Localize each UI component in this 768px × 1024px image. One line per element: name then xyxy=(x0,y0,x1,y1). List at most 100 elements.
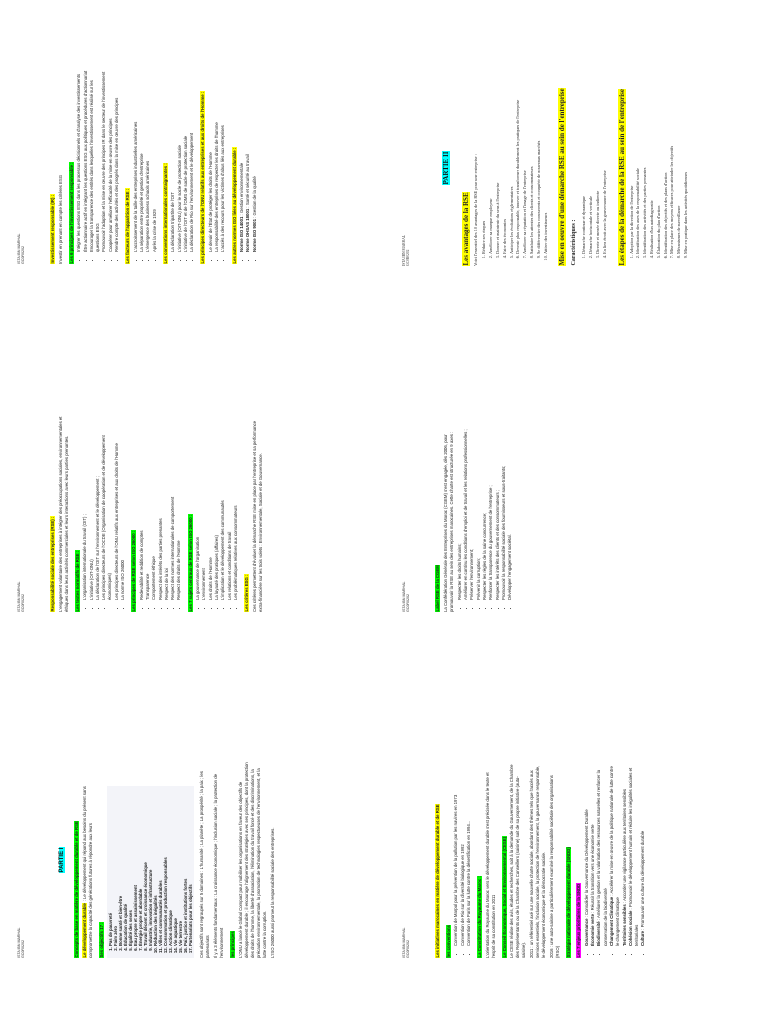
bullet-list: L'accroissement de la taille des entrepr… xyxy=(133,68,158,264)
bullet-list: Respecter les droits humains;Améliorer e… xyxy=(457,416,514,612)
header-line: GC0R0202 xyxy=(21,246,26,264)
heading-text: Les textes normatifs de RSE : xyxy=(74,550,80,612)
list-item: Faire des économies xyxy=(502,70,509,254)
section-heading: Concepts de base en matière de développe… xyxy=(74,762,80,958)
page-initiatives-marocaines: ISTA IBN MARHAL GC0R0202 Les initiatives m… xyxy=(400,760,745,960)
paragraph: 2011 : un référentiel axé sur une nouvel… xyxy=(529,762,547,958)
paragraph-text: Investir en prenant en compte les critèr… xyxy=(57,174,63,264)
bullet-list: La déclaration tripartite de l'OITL'init… xyxy=(170,68,195,264)
list-item: Développer l'engagement sociétal. xyxy=(507,416,513,600)
item-term: Cohésion sociale xyxy=(627,910,633,946)
item-text: : Réussir la transition vers une économi… xyxy=(590,824,596,914)
paragraph: Ces critères permettent d'évaluer la dém… xyxy=(252,416,264,612)
numbered-list: Pas de pauvretéFaim zéroBonne santé et b… xyxy=(107,786,195,958)
bullet-list: Redevabilité et reddition de comptesTran… xyxy=(139,416,183,612)
list-item: Être actionnaire actif en intégrant les … xyxy=(83,68,89,252)
item-term: Culture xyxy=(640,930,646,946)
section-heading: Les initiatives marocaines en matière de… xyxy=(435,762,441,958)
numbered-list: Démarche continue et dynamiqueDémarche h… xyxy=(581,70,608,266)
section-heading: Stratégie nationale de développement dur… xyxy=(565,762,571,958)
list-item: L'accès à des recours pour les victimes … xyxy=(220,68,226,252)
header-line: GC0R0202 xyxy=(21,594,26,612)
list-item: La déclaration de Rio sur l'environnemen… xyxy=(189,68,195,252)
paragraph: Voici l'essentiel des 10 avantages de la… xyxy=(473,70,479,266)
section-heading: Les principes directeurs de l'ONU relati… xyxy=(200,68,206,264)
item-text: : Gestion environnementale xyxy=(239,162,245,217)
bullet-list: Convention de Marpol pour la prévention … xyxy=(453,762,472,958)
header-line: GC0R0202 xyxy=(406,940,411,958)
header-line: GC0R0202 xyxy=(406,249,411,266)
paragraph: L'engagement volontaire des entreprises … xyxy=(58,416,70,613)
list-item: Biodiversité : Améliorer la gestion et l… xyxy=(596,762,609,946)
heading-text: Les avantages de la RSE xyxy=(462,191,471,266)
bullet-list: La gouvernance de l'organisationL'enviro… xyxy=(195,416,239,612)
heading-text: Les 6 principes de l'investissement resp… xyxy=(68,161,74,264)
term: Le développement durable xyxy=(81,902,87,958)
section-heading: Investissement responsable (IR) : xyxy=(50,68,56,264)
part-title: PARTIE I xyxy=(50,762,68,958)
item-term: Biodiversité xyxy=(596,921,602,946)
list-item: Élaboration du plan d'action xyxy=(656,70,663,254)
heading-text: les principes xyxy=(230,930,236,958)
list-item: Changement Climatique : Accélérer la mis… xyxy=(609,762,622,946)
page-label-cgem: ISTA IBN MARHAL GC0R0202 Label RSE de la C… xyxy=(400,414,745,614)
paragraph-text: Le CESE réalise des avis, études et rech… xyxy=(508,764,526,958)
item-text: : Santé et sécurité au travail xyxy=(245,154,251,209)
heading-text: Les autres normes ISO liées au développe… xyxy=(231,147,237,264)
list-item: Promouvoir l'adoption et la mise en œuvr… xyxy=(101,68,107,252)
list-item: La norme ISO 26000 xyxy=(120,416,126,600)
list-item: Identification des objectifs et des plan… xyxy=(663,70,670,254)
item-text: : Améliorer la gestion et la valorisatio… xyxy=(596,769,608,946)
heading-text: Stratégie nationale de développement dur… xyxy=(565,846,571,958)
page-header: ISTA IBN MARHAL GC0R0202 xyxy=(17,416,26,613)
list-item: Cohésion sociale : Promouvoir le dévelop… xyxy=(628,762,641,946)
heading-text: Responsabilité sociale des entreprises (… xyxy=(50,516,56,612)
section-heading: Les autres normes ISO liées au développe… xyxy=(231,68,237,264)
item-term: Norme OHSAS 18001 xyxy=(245,208,251,252)
paragraph-text: 2016 : une auto-saisine a particulièreme… xyxy=(548,775,560,958)
list-item: Satisfaire les attentes des clients et c… xyxy=(529,70,536,254)
section-heading: Les principes de RSE selon ISO 26000 : xyxy=(131,416,137,612)
list-item: Identification des activités et des part… xyxy=(642,70,649,254)
heading-text: Ses objectifs 17 : xyxy=(98,921,104,958)
section-heading: Les étapes de la démarche de la RSE au s… xyxy=(617,70,626,266)
list-item: Démarche horizontale et verticale xyxy=(588,70,595,254)
list-item: Les principes directeurs de l'OCDE (Orga… xyxy=(101,416,114,600)
heading-text: Label RSE de la CGEM xyxy=(435,564,441,612)
list-item: Rendre compte des activités et des progr… xyxy=(114,68,120,252)
page-header: ISTA IBN MARHAL GC0R0202 xyxy=(402,416,411,613)
list-item: Donner et maintenir du sens à l'entrepri… xyxy=(495,70,502,254)
list-item: En lien étroit avec la gouvernance de l'… xyxy=(602,70,609,254)
header-line: GC0R0202 xyxy=(21,940,26,958)
paragraph: L'orientation du Royaume du Maroc vers l… xyxy=(485,762,497,958)
header-line: GC0R0202 xyxy=(406,594,411,612)
section-heading: Mise en oeuvre d'une démarche RSE au sei… xyxy=(558,70,567,266)
part-title: PARTIE II xyxy=(435,70,453,266)
list-item: Adoption par la direction de l'entrepris… xyxy=(629,70,636,254)
page-header: ISTA IBN MARHAL GC0R0202 xyxy=(402,70,410,266)
page-header: ISTA IBN MARHAL GC0R0202 xyxy=(17,68,26,265)
section-heading: Les 7 enjeux prioritaires de la SNDD xyxy=(576,762,582,958)
heading-text: Les principes de RSE selon ISO 26000 : xyxy=(131,530,137,612)
paragraph: Investir en prenant en compte les critèr… xyxy=(58,68,64,264)
list-item: Partenariats pour les objectifs xyxy=(188,786,193,946)
list-item: Les problématiques relatives aux consomm… xyxy=(233,416,239,600)
section-heading: Caractéristiques : xyxy=(571,70,578,266)
paragraph-text: Il y a 3 éléments fondamentaux : La croi… xyxy=(213,773,225,958)
paragraph-text: L'ISO 26000 aussi promeut la responsabil… xyxy=(269,827,275,958)
list-item: Démarche continue et dynamique xyxy=(581,70,588,254)
paragraph-text: L'orientation du Royaume du Maroc vers l… xyxy=(484,772,496,958)
list-item: Se différencier des concurrents et conqu… xyxy=(536,70,543,254)
item-text: : Promouvoir une culture du développemen… xyxy=(640,830,646,931)
item-term: Territoires sensibles xyxy=(621,904,627,946)
paragraph: Le développement durable : Le développem… xyxy=(81,762,94,958)
paragraph-text: Ces critères permettent d'évaluer la dém… xyxy=(251,420,263,612)
numbered-list: Adoption par la direction de l'entrepris… xyxy=(629,70,690,266)
section-heading: Les avantages de la RSE xyxy=(462,70,471,266)
item-term: Changement Climatique xyxy=(608,896,614,946)
list-item: Réduire ses risques xyxy=(481,70,488,254)
part-label: PARTIE I xyxy=(59,846,66,874)
paragraph-text: 2011 : un référentiel axé sur une nouvel… xyxy=(528,765,546,958)
paragraph-text: Ces objectifs sont regroupés sur 5 domai… xyxy=(199,771,211,958)
section-heading: les conventions xyxy=(445,762,451,958)
